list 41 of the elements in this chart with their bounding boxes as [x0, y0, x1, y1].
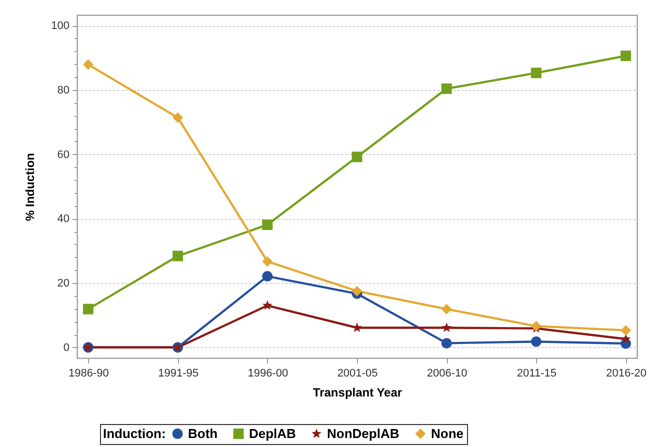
legend-label: None	[431, 426, 464, 441]
legend-label: NonDeplAB	[327, 426, 400, 441]
x-tick-label: 2001-05	[337, 368, 378, 380]
y-tick-label: 100	[51, 20, 70, 32]
point	[441, 304, 452, 314]
point	[262, 271, 273, 282]
point	[441, 83, 452, 94]
y-axis-title: % Induction	[23, 153, 38, 221]
y-tick-label: 20	[57, 278, 70, 290]
point	[441, 338, 452, 348]
point	[530, 336, 542, 347]
x-tick-label: 1996-00	[248, 368, 288, 380]
y-tick-label: 40	[57, 213, 70, 226]
x-tick-label: 2016-20	[606, 368, 646, 380]
y-tick-label: 60	[57, 148, 70, 161]
y-tick-label: 0	[63, 342, 70, 354]
point	[352, 322, 362, 332]
point	[620, 334, 631, 344]
point	[352, 286, 362, 296]
y-tick-label: 80	[57, 84, 70, 96]
point	[352, 152, 362, 162]
point	[620, 50, 632, 62]
point	[82, 59, 94, 70]
x-tick-label: 1986-90	[68, 368, 109, 380]
point	[82, 304, 94, 314]
point	[262, 256, 273, 267]
legend-label: DeplAB	[249, 426, 296, 441]
point	[262, 300, 272, 310]
x-tick-label: 1991-95	[158, 368, 198, 380]
x-tick-label: 2006-10	[426, 368, 468, 380]
point	[620, 325, 632, 336]
point	[530, 68, 542, 78]
point	[172, 250, 184, 262]
x-tick-label: 2011-15	[516, 368, 556, 380]
point	[530, 320, 542, 332]
point	[262, 220, 273, 230]
x-axis-title: Transplant Year	[312, 386, 402, 400]
point	[172, 112, 184, 123]
legend-label: Both	[188, 426, 218, 441]
point	[442, 322, 452, 332]
legend-title: Induction:	[103, 426, 166, 441]
